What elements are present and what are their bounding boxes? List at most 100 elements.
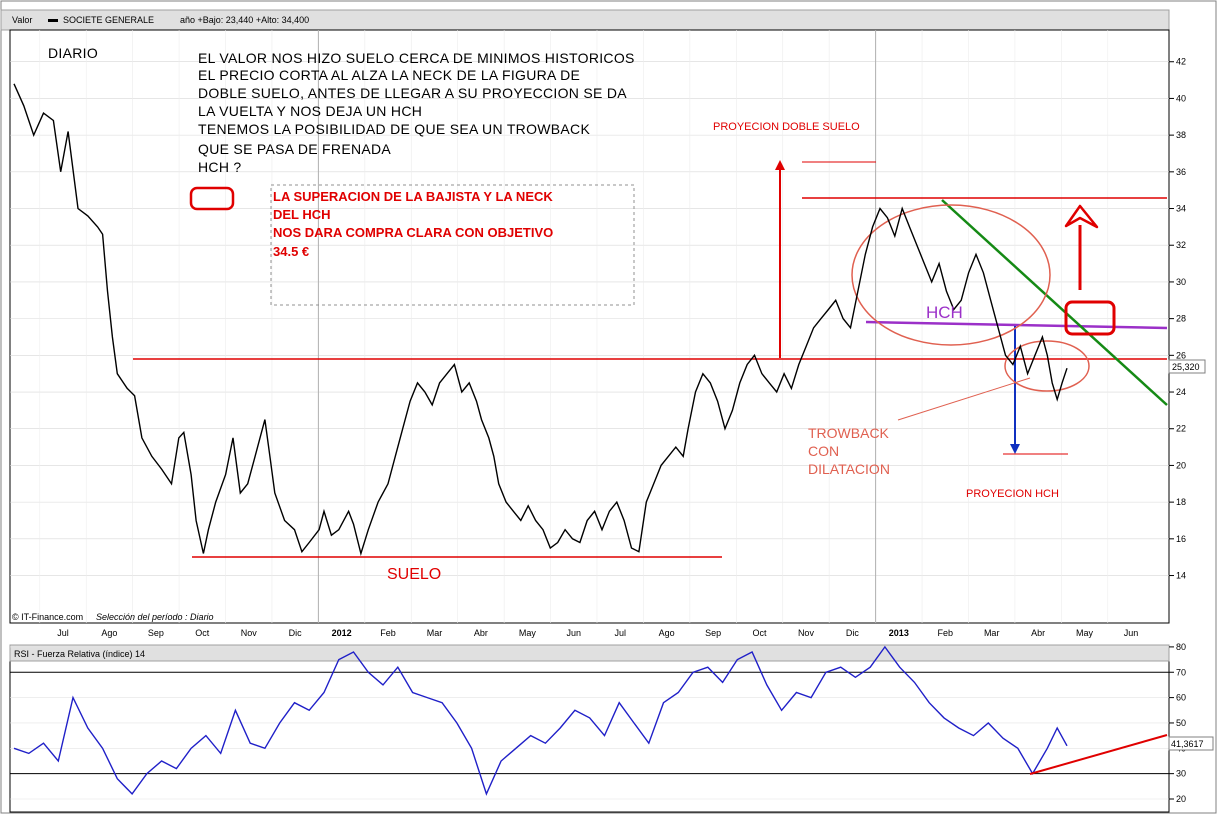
bajista-line: [941, 199, 1168, 406]
rsi-y-tick-label: 70: [1176, 667, 1186, 677]
note-line: TENEMOS LA POSIBILIDAD DE QUE SEA UN TRO…: [198, 121, 590, 137]
last-price-box: [1168, 359, 1206, 374]
rsi-y-tick-label: 20: [1176, 794, 1186, 804]
note-line: HCH ?: [198, 159, 242, 175]
diario-label: DIARIO: [48, 45, 98, 61]
breakout-box: [1064, 300, 1116, 336]
rsi-y-tick-label: 80: [1176, 642, 1186, 652]
rsi-title: RSI - Fuerza Relativa (índice) 14: [14, 649, 145, 659]
x-tick-label: 2012: [332, 628, 352, 638]
main-grid: [10, 30, 1169, 623]
x-tick-label: Jul: [614, 628, 626, 638]
signal-line: NOS DARA COMPRA CLARA CON OBJETIVO: [273, 225, 553, 240]
x-tick-label: May: [1076, 628, 1094, 638]
x-tick-label: Sep: [148, 628, 164, 638]
y-tick-label: 34: [1176, 204, 1186, 214]
proyeccion-arrow-head: [775, 160, 785, 170]
x-tick-label: Ago: [659, 628, 675, 638]
rsi-last-label: 41,3617: [1171, 739, 1204, 749]
proyeccion-doble-suelo-label: PROYECION DOBLE SUELO: [713, 121, 860, 133]
y-tick-label: 18: [1176, 497, 1186, 507]
y-tick-label: 22: [1176, 424, 1186, 434]
x-tick-label: Feb: [938, 628, 954, 638]
trowback-ellipse: [1004, 340, 1090, 392]
x-tick-label: Mar: [984, 628, 1000, 638]
rsi-y-tick-label: 60: [1176, 693, 1186, 703]
note-line: EL PRECIO CORTA AL ALZA LA NECK DE LA FI…: [198, 67, 580, 83]
signal-line: 34.5 €: [273, 244, 309, 259]
suelo-label: SUELO: [387, 566, 441, 583]
x-tick-label: Dic: [289, 628, 302, 638]
x-tick-label: 2013: [889, 628, 909, 638]
signal-box-text: LA SUPERACION DE LA BAJISTA Y LA NECK DE…: [273, 189, 553, 259]
x-tick-label: Nov: [241, 628, 258, 638]
x-tick-label: Jun: [1124, 628, 1139, 638]
x-tick-label: Sep: [705, 628, 721, 638]
y-tick-label: 38: [1176, 130, 1186, 140]
y-tick-label: 36: [1176, 167, 1186, 177]
rsi-plot-area: [9, 644, 1170, 813]
x-tick-label: Feb: [380, 628, 396, 638]
note-line: EL VALOR NOS HIZO SUELO CERCA DE MINIMOS…: [198, 50, 635, 66]
rsi-grid: [10, 646, 1169, 800]
y-tick-label: 16: [1176, 534, 1186, 544]
x-tick-label: Nov: [798, 628, 815, 638]
rsi-trend-line: [1029, 734, 1168, 775]
target-arrow-head: [1064, 204, 1099, 229]
hch-ellipse: [851, 204, 1051, 346]
note-line: DOBLE SUELO, ANTES DE LLEGAR A SU PROYEC…: [198, 85, 627, 101]
y-tick-label: 26: [1176, 350, 1186, 360]
x-tick-label: May: [519, 628, 537, 638]
header-symbol-name: SOCIETE GENERALE: [63, 15, 154, 25]
x-tick-label: Oct: [753, 628, 768, 638]
question-box: [189, 186, 235, 211]
y-tick-label: 24: [1176, 387, 1186, 397]
rsi-header-bar: [9, 644, 1170, 662]
hch-label: HCH: [926, 303, 963, 322]
main-note: EL VALOR NOS HIZO SUELO CERCA DE MINIMOS…: [198, 50, 635, 175]
header-range-info: año +Bajo: 23,440 +Alto: 34,400: [180, 15, 309, 25]
x-tick-label: Abr: [1031, 628, 1045, 638]
x-tick-label: Jun: [567, 628, 582, 638]
signal-line: DEL HCH: [273, 207, 331, 222]
price-series-line: [13, 83, 1068, 557]
y-tick-label: 32: [1176, 240, 1186, 250]
main-y-axis: 14 16 18 20 22 24 26 28 30 32 34 36 38 40 42: [1169, 57, 1186, 581]
signal-box: [270, 184, 635, 306]
x-tick-label: Dic: [846, 628, 859, 638]
rsi-last-box: [1168, 736, 1214, 751]
y-tick-label: 20: [1176, 460, 1186, 470]
rsi-y-tick-label: 50: [1176, 718, 1186, 728]
y-tick-label: 14: [1176, 571, 1186, 581]
y-tick-label: 40: [1176, 93, 1186, 103]
last-price-label: 25,320: [1172, 362, 1200, 372]
hch-neck-line: [865, 320, 1168, 330]
y-tick-label: 28: [1176, 314, 1186, 324]
x-tick-label: Ago: [101, 628, 117, 638]
main-plot-area: [9, 29, 1170, 624]
hch-projection-arrow-head: [1010, 444, 1020, 454]
rsi-series-line: [13, 645, 1068, 796]
header-main-title: Valor: [12, 15, 32, 25]
x-tick-label: Jul: [57, 628, 69, 638]
series-swatch: [48, 19, 58, 22]
footer-period: Selección del período : Diario: [96, 612, 214, 622]
y-tick-label: 42: [1176, 57, 1186, 67]
header-bar: [0, 9, 1170, 31]
signal-line: LA SUPERACION DE LA BAJISTA Y LA NECK: [273, 189, 553, 204]
note-line: QUE SE PASA DE FRENADA: [198, 141, 391, 157]
rsi-y-tick-label: 30: [1176, 769, 1186, 779]
trowback-label: DILATACION: [808, 461, 890, 477]
trowback-label: TROWBACK: [808, 425, 890, 441]
y-tick-label: 30: [1176, 277, 1186, 287]
note-line: LA VUELTA Y NOS DEJA UN HCH: [198, 103, 422, 119]
main-x-axis: Jul Ago Sep Oct Nov Dic 2012 Feb Mar Abr May Jun Jul…: [57, 628, 1138, 638]
footer-source: © IT-Finance.com: [12, 612, 83, 622]
x-tick-label: Oct: [195, 628, 210, 638]
x-tick-label: Abr: [474, 628, 488, 638]
trowback-label: CON: [808, 443, 839, 459]
trowback-pointer-line: [897, 377, 1031, 421]
x-tick-label: Mar: [427, 628, 443, 638]
proyeccion-hch-label: PROYECION HCH: [966, 488, 1059, 500]
